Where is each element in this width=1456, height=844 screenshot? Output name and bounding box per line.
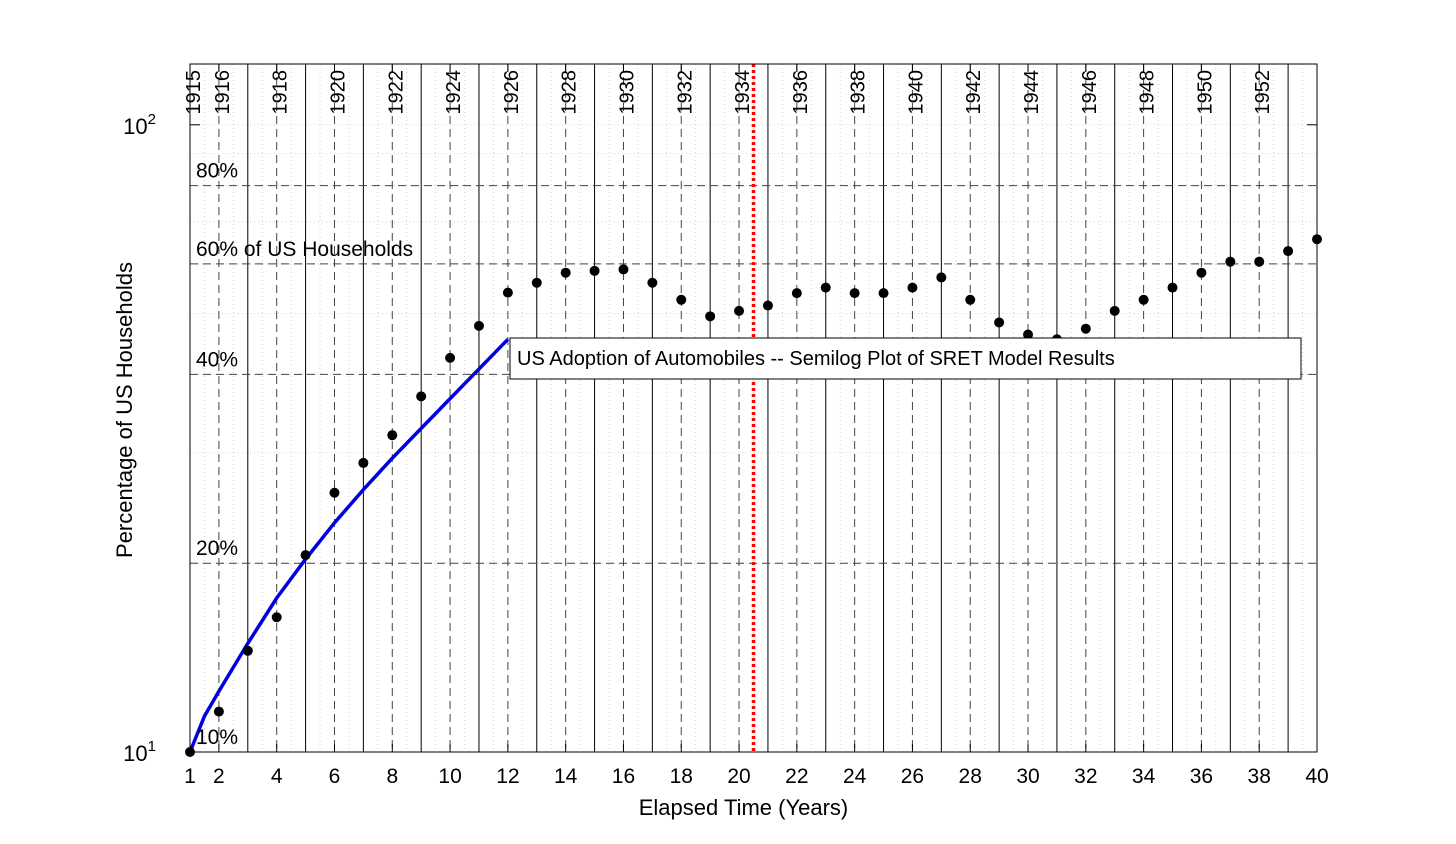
year-label: 1948 [1137, 70, 1159, 115]
percent-annotation: 40% [196, 348, 238, 371]
data-point [791, 288, 802, 299]
year-label: 1930 [616, 70, 638, 115]
title-box: US Adoption of Automobiles -- Semilog Pl… [509, 337, 1302, 380]
data-point [1254, 256, 1265, 267]
year-label: 1946 [1079, 70, 1101, 115]
x-tick-label: 24 [843, 765, 867, 788]
data-point [994, 317, 1005, 328]
percent-annotation: 80% [196, 160, 238, 183]
data-point [1167, 282, 1178, 293]
x-tick-label: 16 [612, 765, 635, 788]
data-point [647, 277, 658, 288]
axis-ticks [189, 64, 1318, 753]
data-point [1080, 323, 1091, 334]
plot-frame [189, 63, 1318, 753]
data-point [734, 305, 745, 316]
x-tick-label: 20 [727, 765, 750, 788]
data-point [676, 294, 687, 305]
year-label: 1928 [559, 70, 581, 115]
year-label: 1940 [905, 70, 927, 115]
percent-annotation: 20% [196, 537, 238, 560]
data-point [589, 265, 600, 276]
data-point [936, 272, 947, 283]
x-tick-label: 4 [271, 765, 283, 788]
year-label: 1952 [1252, 70, 1274, 115]
y-axis-label: Percentage of US Households [112, 262, 137, 558]
data-point [531, 277, 542, 288]
year-labels: 1915 1916 1918 1920 1922 1924 1926 1928 1930 1932… [183, 70, 1274, 115]
year-label: 1922 [385, 70, 407, 115]
model-curve [188, 338, 510, 753]
data-point [387, 430, 398, 441]
year-label: 1915 [183, 70, 205, 115]
data-point [1196, 267, 1207, 278]
x-tick-label: 30 [1016, 765, 1039, 788]
data-point [560, 267, 571, 278]
data-point [762, 300, 773, 311]
x-axis-label: Elapsed Time (Years) [639, 795, 849, 820]
year-label: 1916 [212, 70, 234, 115]
y-tick-label: 101 [123, 738, 156, 766]
year-label: 1934 [732, 70, 754, 115]
data-point [473, 320, 484, 331]
year-label: 1950 [1194, 70, 1216, 115]
data-point [1109, 305, 1120, 316]
x-tick-label: 12 [496, 765, 519, 788]
percent-annotation: 10% [196, 726, 238, 749]
data-point [502, 287, 513, 298]
x-tick-label: 22 [785, 765, 808, 788]
data-point [329, 487, 340, 498]
y-tick-label: 102 [123, 111, 156, 139]
data-point [878, 288, 889, 299]
year-label: 1920 [327, 70, 349, 115]
data-point [1023, 329, 1034, 340]
minor-grid [190, 64, 1317, 753]
x-tick-labels: 1 2 4 6 8 10 12 14 16 18 20 22 24 26 28 30 32 34 36 38 40 [184, 765, 1329, 788]
x-tick-label: 14 [554, 765, 578, 788]
data-point [445, 352, 456, 363]
x-tick-label: 8 [386, 765, 398, 788]
x-tick-label: 40 [1305, 765, 1328, 788]
y-tick-labels: 101 102 [123, 111, 156, 766]
x-tick-label: 18 [670, 765, 693, 788]
data-point [300, 550, 311, 561]
data-point [242, 645, 253, 656]
data-point [849, 288, 860, 299]
year-label: 1926 [501, 70, 523, 115]
x-tick-label: 38 [1248, 765, 1271, 788]
x-tick-label: 28 [959, 765, 982, 788]
x-tick-label: 34 [1132, 765, 1156, 788]
year-label: 1918 [270, 70, 292, 115]
data-point [271, 612, 282, 623]
data-point [705, 311, 716, 322]
year-label: 1936 [790, 70, 812, 115]
data-point [213, 706, 224, 717]
year-label: 1944 [1021, 70, 1043, 115]
x-tick-label: 32 [1074, 765, 1097, 788]
data-point [1138, 294, 1149, 305]
x-tick-label: 36 [1190, 765, 1213, 788]
data-point [820, 282, 831, 293]
chart-title: US Adoption of Automobiles -- Semilog Pl… [517, 348, 1115, 370]
data-point [1225, 256, 1236, 267]
year-label: 1932 [674, 70, 696, 115]
data-point [1283, 246, 1294, 257]
year-label: 1938 [848, 70, 870, 115]
year-label: 1924 [443, 70, 465, 115]
data-point [358, 457, 369, 468]
data-point [907, 282, 918, 293]
x-tick-label: 26 [901, 765, 924, 788]
x-tick-label: 6 [329, 765, 341, 788]
x-tick-label: 10 [438, 765, 461, 788]
data-point [618, 264, 629, 275]
percent-annotation: 60% of US Households [196, 238, 413, 261]
year-label: 1942 [963, 70, 985, 115]
major-grid [190, 64, 1317, 752]
data-point [965, 294, 976, 305]
percent-labels: 10% 20% 40% 60% of US Households 80% [196, 160, 413, 749]
data-point [416, 391, 427, 402]
x-tick-label: 1 [184, 765, 196, 788]
x-tick-label: 2 [213, 765, 225, 788]
